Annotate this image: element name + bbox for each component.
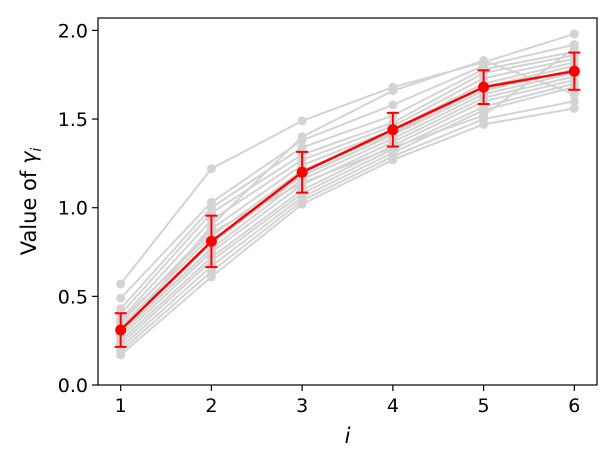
- x-tick-label: 5: [478, 395, 490, 417]
- plot-frame: [97, 17, 598, 386]
- x-tick-label: 1: [115, 395, 127, 417]
- background-series-line: [119, 33, 575, 285]
- y-axis-label: Value of γi: [17, 148, 45, 256]
- background-series-point: [206, 164, 216, 174]
- background-series-point: [116, 350, 126, 360]
- y-tick-label: 1.0: [58, 198, 88, 220]
- x-axis-ticks: 1 2 3 4 5 6: [115, 385, 580, 417]
- background-series-point: [479, 56, 489, 66]
- x-tick-label: 4: [387, 395, 399, 417]
- background-series-point: [297, 199, 307, 209]
- background-series-point: [388, 86, 398, 96]
- background-series-line: [119, 54, 575, 315]
- mean-series-point: [387, 124, 399, 136]
- mean-series-point: [478, 81, 490, 93]
- background-series-line: [119, 75, 575, 338]
- y-tick-label: 0.5: [58, 286, 88, 308]
- background-series-point: [388, 155, 398, 165]
- background-series-line: [120, 86, 575, 349]
- background-series-line: [119, 57, 575, 321]
- background-series-point: [479, 119, 489, 129]
- background-series-point: [569, 43, 579, 53]
- y-axis-label-symbol: γ: [17, 150, 41, 164]
- background-series-point: [116, 279, 126, 289]
- y-axis-label-prefix: Value of: [17, 164, 41, 255]
- x-axis-label: i: [345, 424, 351, 448]
- background-series-point: [569, 29, 579, 39]
- background-series-point: [297, 116, 307, 126]
- background-series-line: [120, 79, 575, 342]
- y-tick-label: 2.0: [58, 20, 88, 42]
- background-series-point: [206, 272, 216, 282]
- mean-series-point: [296, 166, 308, 178]
- background-series-line: [119, 43, 575, 299]
- background-series-point: [479, 111, 489, 121]
- background-series-line: [120, 100, 575, 353]
- background-series-line: [120, 82, 575, 345]
- background-series-point: [569, 89, 579, 99]
- y-tick-label: 1.5: [58, 109, 88, 131]
- mean-series-point: [568, 65, 580, 77]
- y-axis-ticks: 0.0 0.5 1.0 1.5 2.0: [58, 20, 98, 397]
- background-series-line: [119, 47, 575, 322]
- y-tick-label: 0.0: [58, 375, 88, 397]
- mean-series-line: [119, 69, 575, 331]
- background-series-point: [297, 132, 307, 142]
- background-series-point: [569, 103, 579, 113]
- mean-series-point: [115, 324, 127, 336]
- x-tick-label: 6: [568, 395, 580, 417]
- background-series-point: [297, 142, 307, 152]
- background-series-line: [119, 71, 575, 335]
- background-series-point: [116, 293, 126, 303]
- background-series-point: [569, 96, 579, 106]
- background-series-line: [119, 59, 575, 336]
- mean-series-point: [205, 235, 217, 247]
- y-axis-label-subscript: i: [29, 148, 45, 152]
- background-series-point: [388, 100, 398, 110]
- x-tick-label: 3: [296, 395, 308, 417]
- background-series-line: [120, 107, 575, 356]
- mean-series-group: [114, 51, 581, 348]
- x-tick-label: 2: [205, 395, 217, 417]
